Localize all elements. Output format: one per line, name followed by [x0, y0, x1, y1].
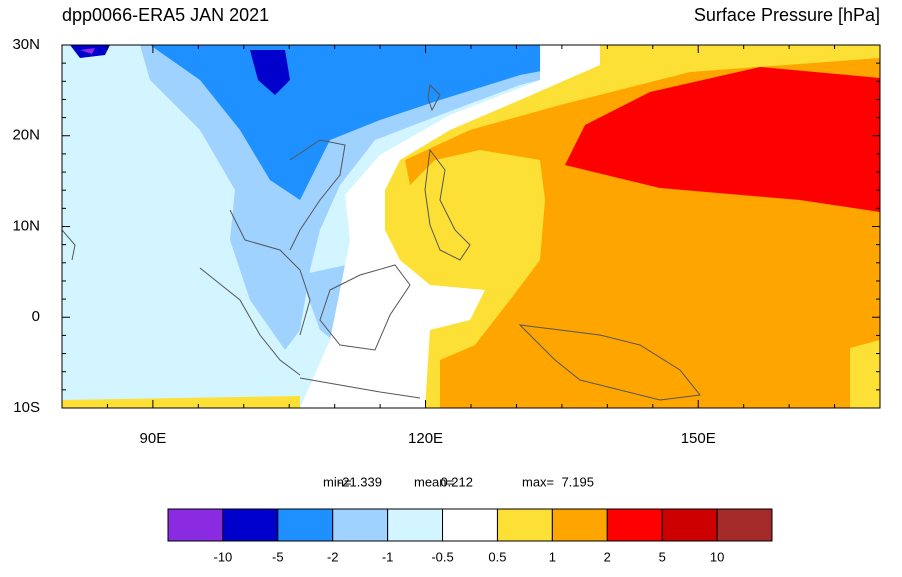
- color-box: [442, 508, 498, 542]
- color-box: [606, 508, 663, 542]
- stat-label: mean=: [414, 474, 454, 489]
- color-box: [551, 508, 608, 542]
- y-tick-label: 10S: [13, 399, 40, 416]
- color-box: [496, 508, 553, 542]
- color-box: [716, 508, 773, 542]
- colorbar-label: 1: [549, 549, 556, 564]
- colorbar-label: -10: [214, 549, 233, 564]
- color-box: [661, 508, 718, 542]
- x-tick-label: 90E: [140, 430, 167, 447]
- colorbar-label: 0.5: [488, 549, 506, 564]
- color-box: [167, 508, 224, 542]
- colorbar-label: -1: [382, 549, 394, 564]
- right-title: Surface Pressure [hPa]: [694, 5, 880, 25]
- left-title: dpp0066-ERA5 JAN 2021: [62, 5, 269, 25]
- y-tick-label: 30N: [12, 36, 40, 53]
- colorbar-label: -5: [272, 549, 284, 564]
- stat-label: min=: [323, 474, 352, 489]
- color-box: [387, 508, 444, 542]
- colorbar-label: 2: [604, 549, 611, 564]
- x-tick-label: 120E: [408, 430, 443, 447]
- y-tick-label: 0: [32, 308, 40, 325]
- stat-label: max=: [522, 474, 554, 489]
- stat-value: -21.339: [338, 474, 382, 489]
- color-box: [222, 508, 279, 542]
- stats-line: min=-21.339 mean=0.212 max= 7.195: [323, 474, 594, 489]
- stat-value: 0.212: [440, 474, 473, 489]
- colorbar: -10 -5 -2 -1 -0.5 0.5 1 2 5 10: [167, 508, 773, 564]
- stat-value: 7.195: [561, 474, 594, 489]
- color-box: [277, 508, 334, 542]
- x-tick-label: 150E: [681, 430, 716, 447]
- color-box: [332, 508, 389, 542]
- colorbar-label: -2: [327, 549, 339, 564]
- colorbar-label: -0.5: [431, 549, 453, 564]
- y-tick-label: 20N: [12, 127, 40, 144]
- colorbar-label: 10: [710, 549, 724, 564]
- y-tick-label: 10N: [12, 217, 40, 234]
- axis-ticks: [61, 44, 881, 409]
- map-field: [62, 45, 880, 408]
- colorbar-label: 5: [659, 549, 666, 564]
